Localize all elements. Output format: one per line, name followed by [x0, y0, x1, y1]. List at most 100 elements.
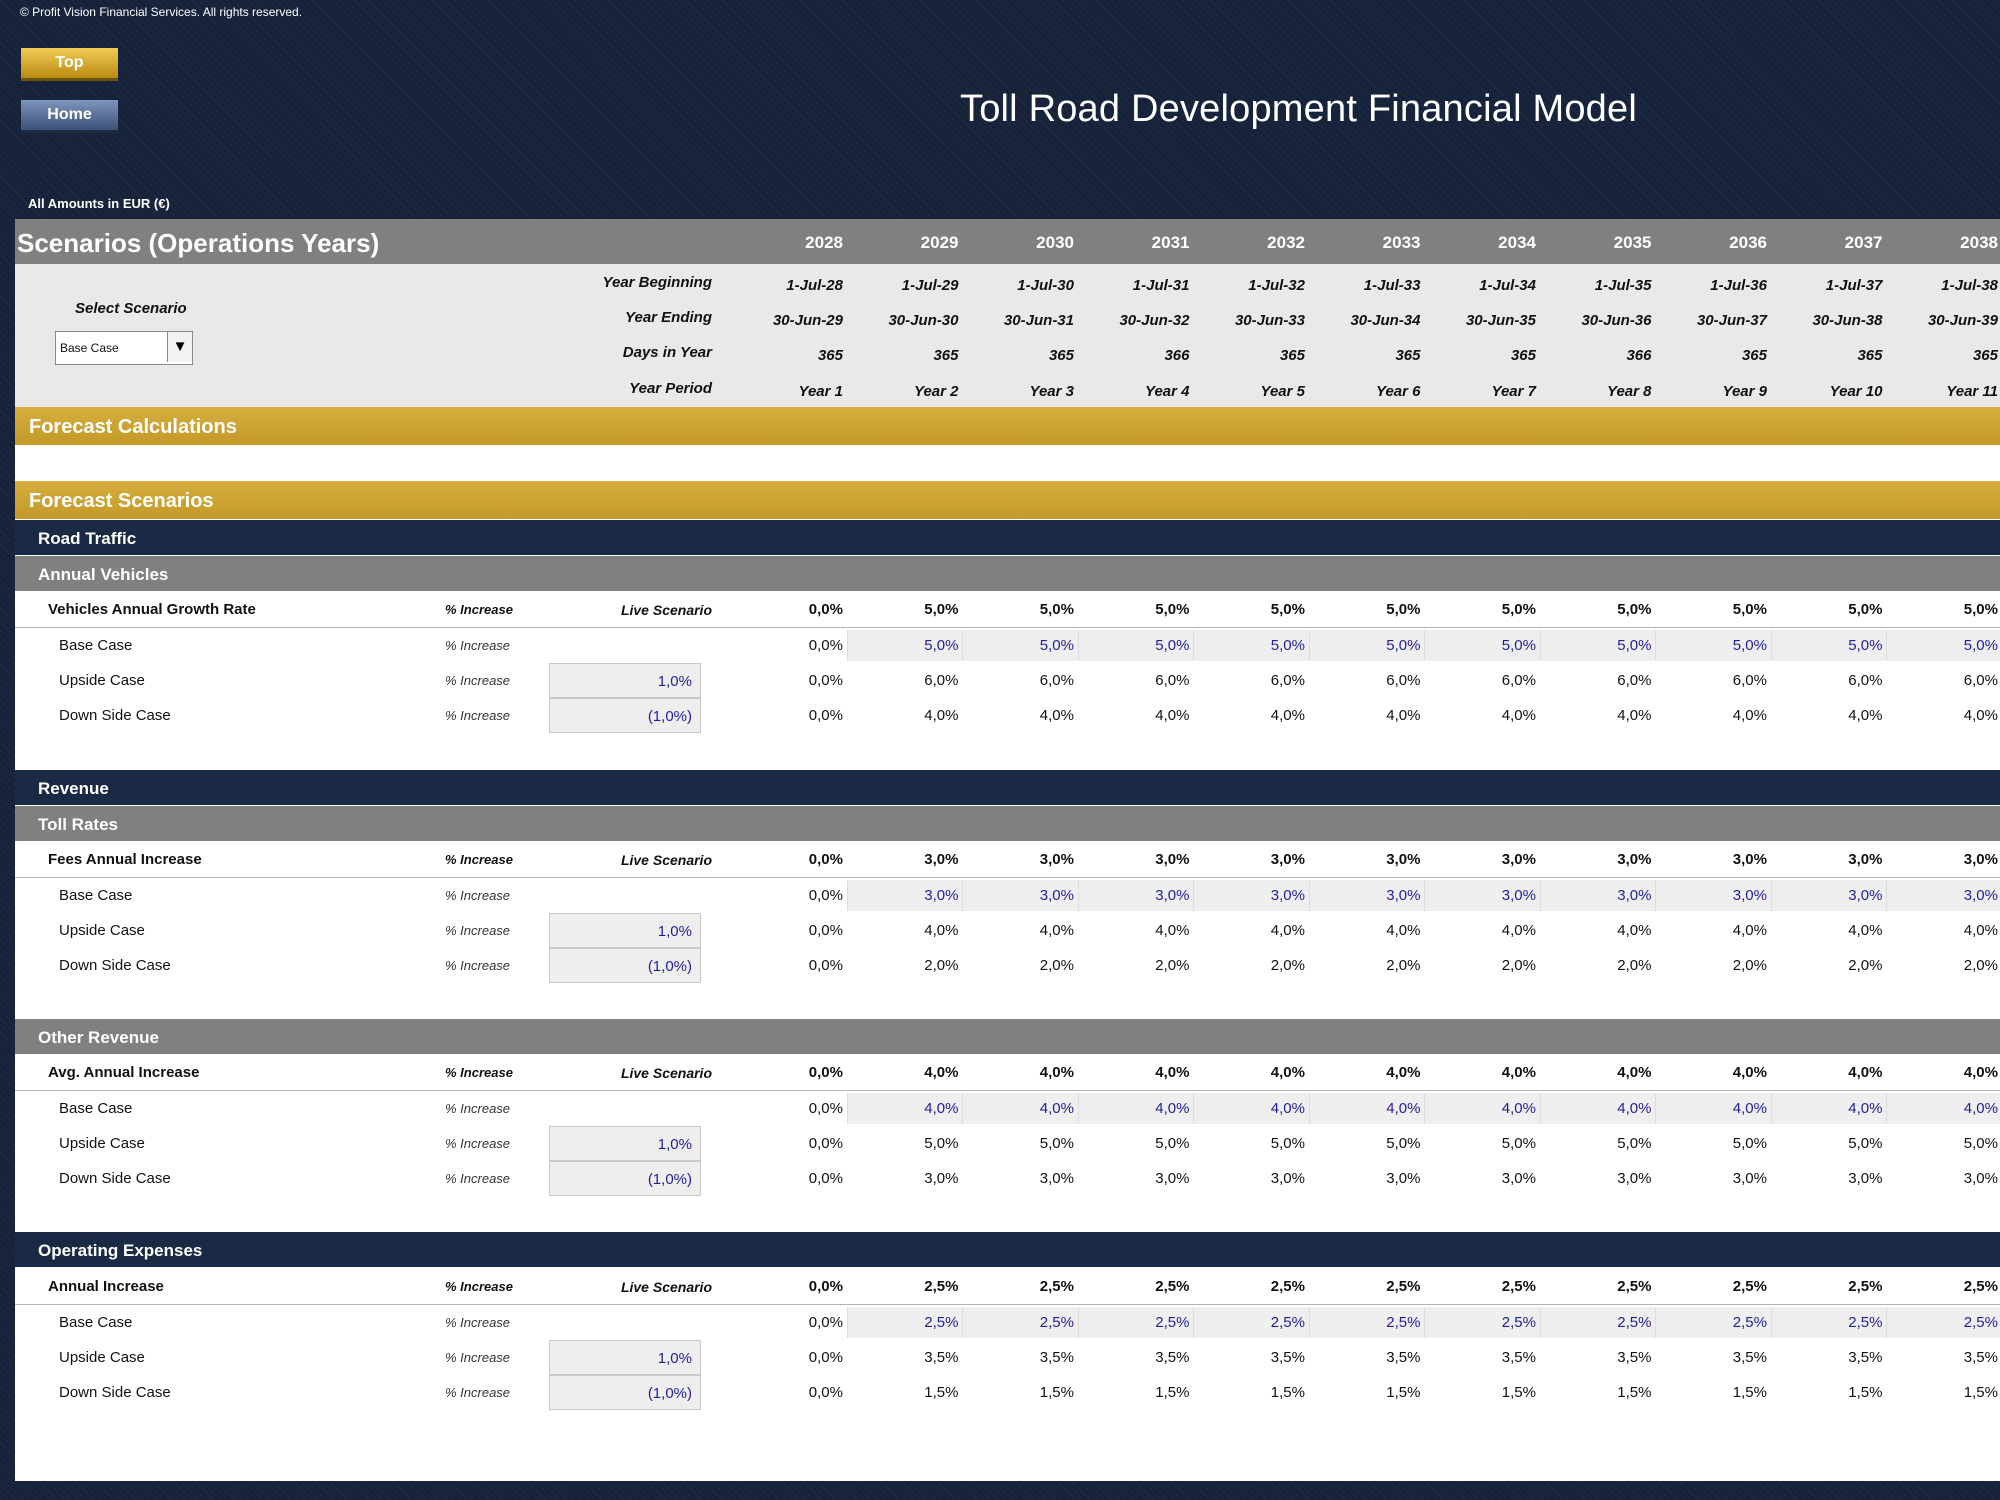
value-cell[interactable]: 3,0%	[924, 887, 959, 904]
base-case-input-cell[interactable]	[1655, 630, 1772, 661]
base-case-input-cell[interactable]	[1770, 1093, 1887, 1124]
base-case-input-cell[interactable]	[1770, 880, 1887, 911]
value-cell[interactable]: 4,0%	[1617, 1100, 1652, 1117]
value-cell[interactable]: 2,5%	[1732, 1314, 1767, 1331]
value-cell[interactable]: 5,0%	[1039, 637, 1074, 654]
value-cell[interactable]: 5,0%	[1501, 637, 1536, 654]
value-cell[interactable]: 2,5%	[1386, 1314, 1421, 1331]
base-case-input-cell[interactable]	[962, 1307, 1079, 1338]
value-cell[interactable]: 3,0%	[1155, 887, 1190, 904]
base-case-input-cell[interactable]	[846, 1093, 963, 1124]
base-case-input-cell[interactable]	[846, 880, 963, 911]
scenario-adjustment-input[interactable]: (1,0%)	[549, 1375, 701, 1410]
value-cell[interactable]: 4,0%	[1848, 1100, 1883, 1117]
base-case-input-cell[interactable]	[1655, 1093, 1772, 1124]
top-button[interactable]: Top	[21, 48, 118, 81]
base-case-input-cell[interactable]	[1077, 1093, 1194, 1124]
value-cell: 5,0%	[1501, 1135, 1536, 1152]
base-case-input-cell[interactable]	[1193, 1093, 1310, 1124]
base-case-input-cell[interactable]	[962, 880, 1079, 911]
base-case-input-cell[interactable]	[962, 630, 1079, 661]
value-cell[interactable]: 3,0%	[1732, 887, 1767, 904]
value-cell[interactable]: 4,0%	[1501, 1100, 1536, 1117]
base-case-input-cell[interactable]	[1308, 880, 1425, 911]
base-case-input-cell[interactable]	[1308, 1307, 1425, 1338]
value-cell[interactable]: 5,0%	[1270, 637, 1305, 654]
value-cell[interactable]: 5,0%	[1732, 637, 1767, 654]
base-case-input-cell[interactable]	[1308, 1093, 1425, 1124]
scenario-dropdown[interactable]: Base Case ▼	[55, 331, 193, 365]
value-cell[interactable]: 3,0%	[1039, 887, 1074, 904]
value-cell[interactable]: 2,5%	[924, 1314, 959, 1331]
value-cell: 0,0%	[808, 1384, 843, 1401]
base-case-input-cell[interactable]	[1655, 1307, 1772, 1338]
base-case-input-cell[interactable]	[1193, 630, 1310, 661]
base-case-input-cell[interactable]	[1308, 630, 1425, 661]
value-cell[interactable]: 2,5%	[1848, 1314, 1883, 1331]
base-case-input-cell[interactable]	[846, 1307, 963, 1338]
scenario-adjustment-input[interactable]: 1,0%	[549, 1340, 701, 1375]
value-cell[interactable]: 3,0%	[1386, 887, 1421, 904]
base-case-input-cell[interactable]	[1539, 1307, 1656, 1338]
base-case-input-cell[interactable]	[1424, 630, 1541, 661]
value-cell[interactable]: 2,5%	[1270, 1314, 1305, 1331]
value-cell[interactable]: 5,0%	[1386, 637, 1421, 654]
scenario-adjustment-input[interactable]: (1,0%)	[549, 948, 701, 983]
base-case-input-cell[interactable]	[1886, 880, 2000, 911]
value-cell[interactable]: 4,0%	[1386, 1100, 1421, 1117]
base-case-input-cell[interactable]	[1193, 880, 1310, 911]
value-cell[interactable]: 3,0%	[1848, 887, 1883, 904]
scenario-adjustment-input[interactable]: 1,0%	[549, 663, 701, 698]
value-cell[interactable]: 5,0%	[1155, 637, 1190, 654]
value-cell: 2,0%	[1155, 957, 1190, 974]
value-cell[interactable]: 3,0%	[1963, 887, 1998, 904]
row-unit: % Increase	[445, 888, 511, 903]
base-case-input-cell[interactable]	[846, 630, 963, 661]
scenario-adjustment-input[interactable]: (1,0%)	[549, 1161, 701, 1196]
base-case-input-cell[interactable]	[1886, 1307, 2000, 1338]
value-cell[interactable]: 5,0%	[1963, 637, 1998, 654]
timeline-cell: 1-Jul-30	[1017, 277, 1074, 294]
base-case-input-cell[interactable]	[1770, 1307, 1887, 1338]
value-cell[interactable]: 4,0%	[1732, 1100, 1767, 1117]
value-cell[interactable]: 2,5%	[1617, 1314, 1652, 1331]
base-case-input-cell[interactable]	[1539, 630, 1656, 661]
value-cell[interactable]: 3,0%	[1617, 887, 1652, 904]
home-button[interactable]: Home	[21, 100, 118, 133]
base-case-input-cell[interactable]	[1655, 880, 1772, 911]
base-case-input-cell[interactable]	[1077, 1307, 1194, 1338]
value-cell[interactable]: 4,0%	[1270, 1100, 1305, 1117]
value-cell[interactable]: 4,0%	[1155, 1100, 1190, 1117]
scenario-row-base: Base Case % Increase 0,0% 3,0% 3,0% 3,0% 3,0% 3…	[15, 878, 2000, 913]
value-cell[interactable]: 5,0%	[1617, 637, 1652, 654]
base-case-input-cell[interactable]	[1886, 630, 2000, 661]
base-case-input-cell[interactable]	[1886, 1093, 2000, 1124]
value-cell[interactable]: 2,5%	[1963, 1314, 1998, 1331]
value-cell[interactable]: 3,0%	[1501, 887, 1536, 904]
value-cell[interactable]: 2,5%	[1039, 1314, 1074, 1331]
base-case-input-cell[interactable]	[1424, 880, 1541, 911]
base-case-input-cell[interactable]	[1539, 880, 1656, 911]
live-scenario-label: Live Scenario	[620, 1279, 712, 1295]
scenario-adjustment-input[interactable]: 1,0%	[549, 1126, 701, 1161]
base-case-input-cell[interactable]	[1424, 1307, 1541, 1338]
base-case-input-cell[interactable]	[1077, 880, 1194, 911]
value-cell[interactable]: 4,0%	[1963, 1100, 1998, 1117]
value-cell[interactable]: 3,0%	[1270, 887, 1305, 904]
value-cell[interactable]: 2,5%	[1501, 1314, 1536, 1331]
base-case-input-cell[interactable]	[1193, 1307, 1310, 1338]
value-cell[interactable]: 4,0%	[1039, 1100, 1074, 1117]
scenario-adjustment-input[interactable]: (1,0%)	[549, 698, 701, 733]
base-case-input-cell[interactable]	[962, 1093, 1079, 1124]
base-case-input-cell[interactable]	[1539, 1093, 1656, 1124]
scenario-adjustment-input[interactable]: 1,0%	[549, 913, 701, 948]
base-case-input-cell[interactable]	[1770, 630, 1887, 661]
row-unit: % Increase	[445, 1279, 513, 1294]
base-case-input-cell[interactable]	[1077, 630, 1194, 661]
value-cell[interactable]: 2,5%	[1155, 1314, 1190, 1331]
base-case-input-cell[interactable]	[1424, 1093, 1541, 1124]
dropdown-arrow-icon[interactable]: ▼	[167, 332, 192, 362]
value-cell[interactable]: 5,0%	[1848, 637, 1883, 654]
value-cell[interactable]: 5,0%	[924, 637, 959, 654]
value-cell[interactable]: 4,0%	[924, 1100, 959, 1117]
